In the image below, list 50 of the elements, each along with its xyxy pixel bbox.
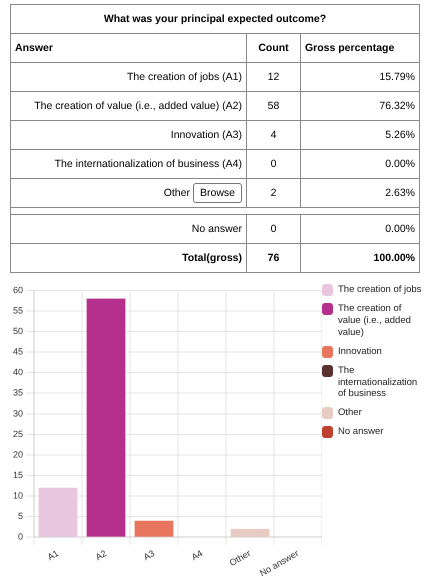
data-label: 2.63%	[300, 178, 420, 208]
y-tick-label: 45	[12, 346, 24, 357]
text: Answer	[10, 34, 246, 62]
y-tick-label: 35	[12, 388, 24, 398]
data-label: 0	[246, 214, 300, 244]
y-tick-label: 10	[12, 490, 24, 500]
y-tick-label: 15	[12, 470, 24, 480]
legend-label: The creation of value (i.e., added value)	[338, 303, 412, 339]
x-tick-label: A1	[46, 548, 60, 562]
x-tick-label: Other	[228, 548, 252, 568]
y-tick-label: 20	[12, 449, 24, 460]
text: Gross percentage	[300, 34, 420, 62]
category-label: No answer	[10, 214, 246, 244]
category-label: The creation of value (i.e., added value) (A2)	[10, 92, 246, 120]
legend-label: The creation of jobs	[338, 284, 422, 296]
y-tick-label: 30	[12, 408, 24, 418]
browse-button: Browse	[192, 183, 242, 203]
y-tick-label: 0	[18, 532, 24, 542]
y-tick-label: 50	[12, 326, 24, 336]
y-tick-label: 40	[12, 367, 24, 378]
category-label: The creation of jobs (A1)	[10, 62, 246, 92]
data-label: 5.26%	[300, 120, 420, 150]
y-tick-label: 5	[18, 511, 24, 522]
x-tick-label: A4	[190, 548, 204, 562]
category-label: Total(gross)	[10, 244, 246, 272]
category-label: The internationalization of business (A4)	[10, 150, 246, 178]
category-label: Other	[164, 187, 190, 199]
data-label: 76.32%	[300, 92, 420, 120]
legend-label: Innovation	[338, 346, 382, 358]
data-label: 2	[246, 178, 300, 208]
x-tick-label: A2	[94, 548, 108, 562]
data-label: 0.00%	[300, 214, 420, 244]
data-label: 12	[246, 62, 300, 92]
y-tick-label: 55	[12, 305, 24, 316]
legend-label: The internationalization of business	[338, 364, 418, 400]
data-label: 15.79%	[300, 62, 420, 92]
data-label: 0	[246, 150, 300, 178]
y-tick-label: 25	[12, 428, 24, 439]
text: Count	[246, 34, 300, 62]
legend-label: Other	[338, 407, 362, 420]
data-label: 100.00%	[300, 244, 420, 272]
data-label: 58	[246, 92, 300, 120]
y-tick-label: 60	[12, 284, 24, 295]
data-label: 4	[246, 120, 300, 150]
legend-label: No answer	[338, 426, 384, 438]
x-tick-label: A3	[142, 548, 156, 562]
category-label: Innovation (A3)	[10, 120, 246, 150]
data-label: 0.00%	[300, 150, 420, 178]
data-label: 76	[246, 244, 300, 272]
text: What was your principal expected outcome?	[10, 4, 420, 34]
